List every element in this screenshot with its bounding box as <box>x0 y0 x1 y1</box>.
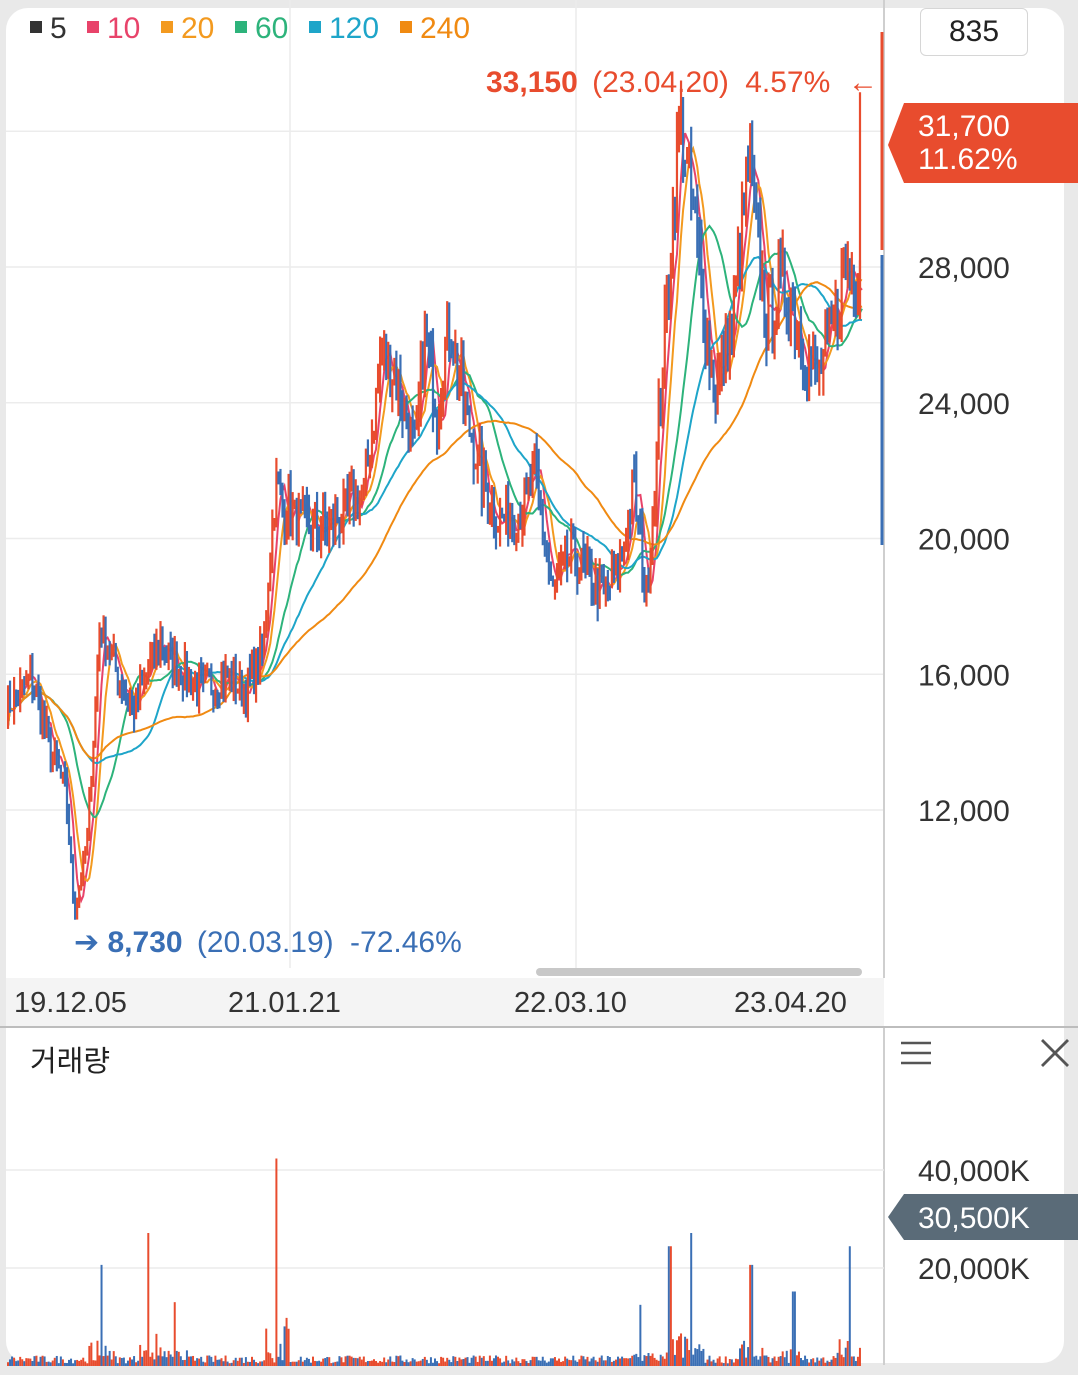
price-tick-label: 20,000 <box>918 524 1010 557</box>
legend-swatch-20 <box>161 21 173 33</box>
low-value: 8,730 <box>107 926 182 959</box>
menu-icon[interactable] <box>898 1038 934 1068</box>
high-arrow-icon: ← <box>848 66 878 99</box>
price-series <box>6 80 862 920</box>
date-tick-label: 23.04.20 <box>734 987 847 1019</box>
moving-average-lines <box>7 132 863 904</box>
legend-swatch-240 <box>400 21 412 33</box>
date-tick-label: 22.03.10 <box>514 987 627 1019</box>
price-axis-labels: 12,000 16,000 20,000 24,000 28,000 <box>918 252 1010 828</box>
current-price-change: 11.62% <box>918 143 1018 176</box>
date-axis-labels: 19.12.05 21.01.21 22.03.10 23.04.20 <box>14 987 847 1019</box>
current-volume-value: 30,500K <box>918 1202 1030 1235</box>
legend-swatch-5 <box>30 21 42 33</box>
legend-swatch-60 <box>235 21 247 33</box>
high-date: (23.04.20) <box>592 66 729 99</box>
price-tick-label: 28,000 <box>918 252 1010 285</box>
volume-tick-label: 20,000K <box>918 1253 1030 1286</box>
date-tick-label: 19.12.05 <box>14 987 127 1019</box>
current-price-tag <box>888 103 1078 183</box>
current-price-value: 31,700 <box>918 110 1010 143</box>
volume-tick-label: 40,000K <box>918 1155 1030 1188</box>
date-axis-strip <box>6 978 884 1026</box>
legend-swatch-120 <box>309 21 321 33</box>
high-pct: 4.57% <box>745 66 830 99</box>
legend-label-20: 20 <box>181 12 214 45</box>
ma-line-60 <box>7 224 863 819</box>
close-icon[interactable] <box>1038 1036 1072 1070</box>
price-tick-label: 24,000 <box>918 388 1010 421</box>
ma-line-240 <box>7 281 863 760</box>
date-tick-label: 21.01.21 <box>228 987 341 1019</box>
ma-line-20 <box>7 145 863 883</box>
legend-swatch-10 <box>87 21 99 33</box>
price-tick-label: 16,000 <box>918 659 1010 692</box>
volume-gridlines <box>6 1169 884 1269</box>
scrollbar-thumb[interactable] <box>536 968 862 976</box>
low-arrow-icon: ➔ <box>74 926 99 959</box>
volume-bars <box>7 1158 861 1366</box>
ma-line-10 <box>7 132 863 904</box>
high-annotation: 33,150 (23.04.20) 4.57% <box>486 66 830 99</box>
volume-panel-title: 거래량 <box>30 1046 111 1078</box>
legend-label-60: 60 <box>255 12 288 45</box>
legend-label-120: 120 <box>329 12 379 45</box>
low-annotation: ➔ 8,730 (20.03.19) -72.46% <box>74 926 462 959</box>
legend-label-5: 5 <box>50 12 67 45</box>
low-date: (20.03.19) <box>197 926 334 959</box>
high-value: 33,150 <box>486 66 578 99</box>
zoom-level-box[interactable]: 835 <box>920 8 1028 56</box>
price-gridlines <box>6 0 884 968</box>
price-tick-label: 12,000 <box>918 795 1010 828</box>
legend-label-240: 240 <box>420 12 470 45</box>
legend-label-10: 10 <box>107 12 140 45</box>
current-volume-tag <box>888 1194 1078 1240</box>
moving-average-legend: 5 10 20 60 120 240 <box>30 12 470 45</box>
low-pct: -72.46% <box>350 926 462 959</box>
zoom-level-value: 835 <box>948 15 1000 48</box>
volume-axis-labels: 40,000K 20,000K <box>918 1155 1030 1286</box>
